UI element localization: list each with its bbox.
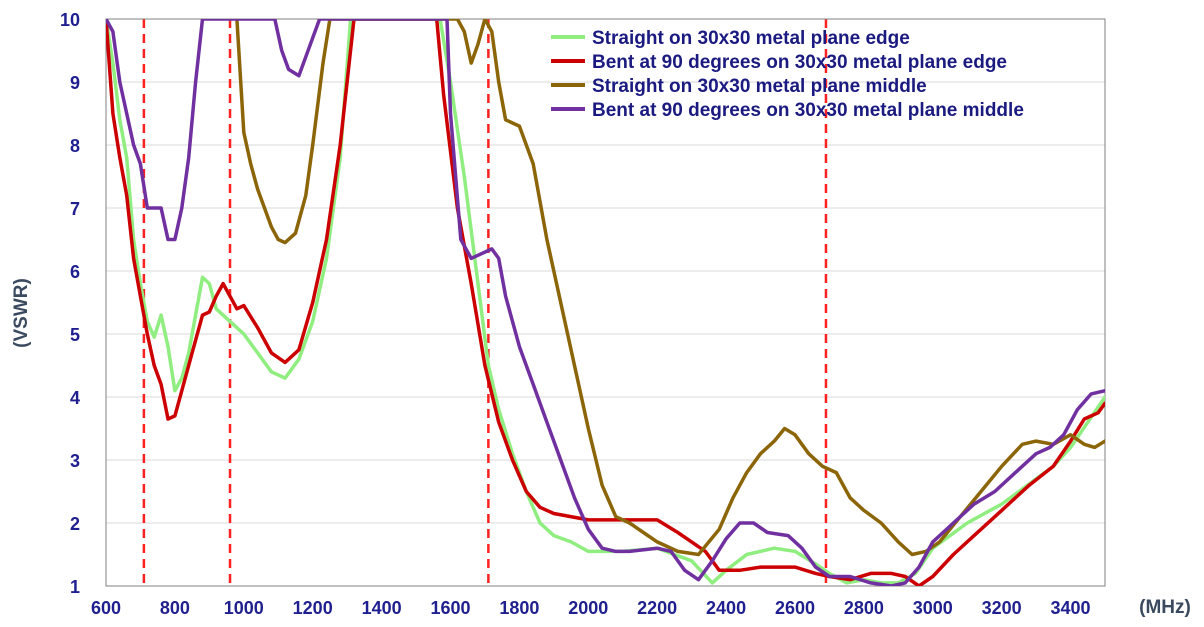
x-tick-label: 3200 bbox=[982, 598, 1022, 618]
x-tick-label: 2800 bbox=[844, 598, 884, 618]
x-tick-label: 1400 bbox=[362, 598, 402, 618]
series-lines bbox=[106, 19, 1105, 586]
series-line-4 bbox=[106, 19, 1105, 586]
x-tick-label: 2200 bbox=[637, 598, 677, 618]
x-tick-label: 2000 bbox=[568, 598, 608, 618]
x-tick-label: 600 bbox=[91, 598, 121, 618]
y-tick-label: 6 bbox=[70, 262, 80, 282]
series-line-3 bbox=[235, 19, 1105, 557]
legend-label: Straight on 30x30 metal plane middle bbox=[592, 76, 927, 97]
legend-label: Bent at 90 degrees on 30x30 metal plane … bbox=[592, 100, 1024, 121]
x-tick-label: 1600 bbox=[430, 598, 470, 618]
x-axis-title: (MHz) bbox=[1139, 597, 1191, 618]
legend-label: Straight on 30x30 metal plane edge bbox=[592, 28, 910, 49]
legend-label: Bent at 90 degrees on 30x30 metal plane … bbox=[592, 52, 1007, 73]
y-tick-label: 8 bbox=[70, 136, 80, 156]
x-tick-label: 2600 bbox=[775, 598, 815, 618]
legend: Straight on 30x30 metal plane edge Bent a… bbox=[551, 28, 1024, 121]
y-tick-labels: 1 2 3 4 5 6 7 8 9 10 bbox=[60, 10, 80, 597]
x-tick-label: 3000 bbox=[913, 598, 953, 618]
y-tick-label: 3 bbox=[70, 451, 80, 471]
y-tick-label: 10 bbox=[60, 10, 80, 30]
y-tick-label: 4 bbox=[70, 388, 80, 408]
x-tick-labels: 600 800 1000 1200 1400 1600 1800 2000 2200 2400 26… bbox=[91, 598, 1091, 618]
x-tick-label: 1000 bbox=[224, 598, 264, 618]
marker-lines bbox=[142, 19, 828, 586]
x-tick-label: 800 bbox=[160, 598, 190, 618]
x-tick-label: 2400 bbox=[706, 598, 746, 618]
y-tick-label: 5 bbox=[70, 325, 80, 345]
plot-frame bbox=[105, 18, 1106, 587]
x-tick-label: 3400 bbox=[1051, 598, 1091, 618]
y-tick-label: 1 bbox=[70, 577, 80, 597]
y-axis-title: (VSWR) bbox=[11, 278, 32, 348]
y-tick-label: 2 bbox=[70, 514, 80, 534]
y-tick-label: 7 bbox=[70, 199, 80, 219]
plot-area-border bbox=[105, 18, 1106, 587]
x-tick-label: 1800 bbox=[499, 598, 539, 618]
x-tick-label: 1200 bbox=[293, 598, 333, 618]
y-tick-label: 9 bbox=[70, 73, 80, 93]
